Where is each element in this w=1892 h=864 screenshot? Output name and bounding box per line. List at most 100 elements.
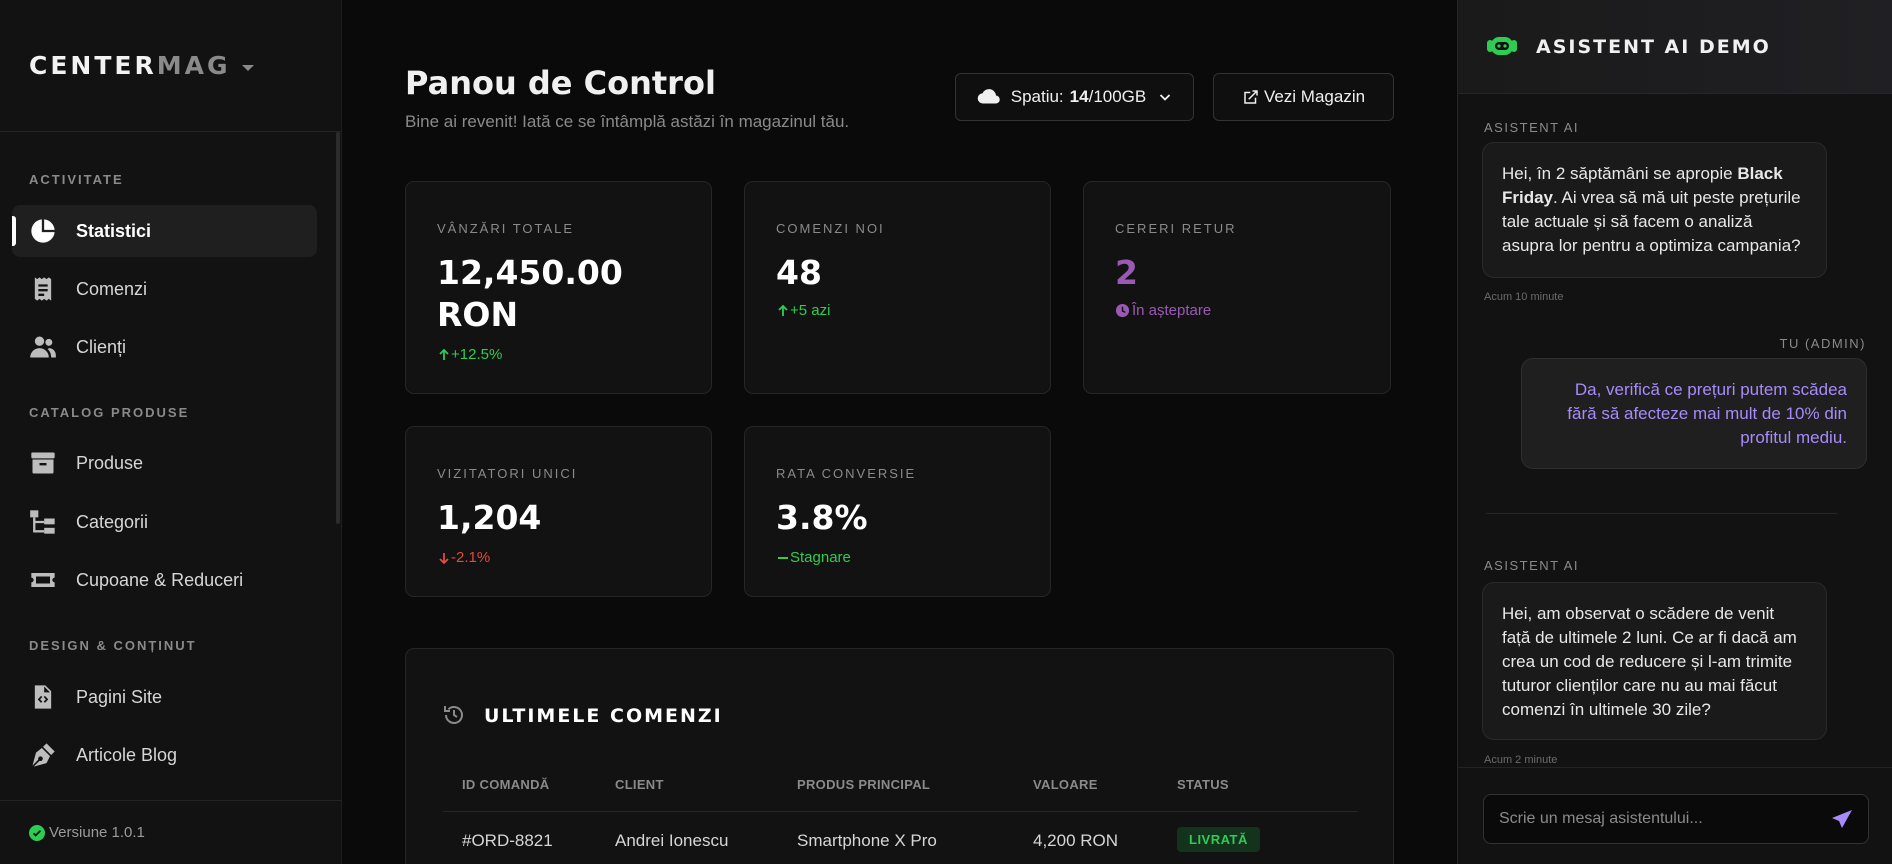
status-badge: LIVRATĂ xyxy=(1177,827,1260,852)
sidebar-item-label: Pagini Site xyxy=(76,686,163,707)
stat-trend: -2.1% xyxy=(437,549,490,566)
chevron-down-icon xyxy=(1160,94,1171,101)
cloud-icon xyxy=(977,89,1000,104)
message-sender: ASISTENT AI xyxy=(1484,558,1580,573)
ai-assistant-panel: ASISTENT AI DEMO ASISTENT AI Hei, în 2 s… xyxy=(1457,0,1892,864)
stat-card-conversion-rate: RATA CONVERSIE 3.8% Stagnare xyxy=(744,426,1051,597)
arrow-up-icon xyxy=(778,304,788,316)
page-title: Panou de Control xyxy=(405,64,716,102)
stat-value: 48 xyxy=(776,253,822,292)
stat-value: 12,450.00 RON xyxy=(437,253,623,334)
stat-card-total-sales: VÂNZĂRI TOTALE 12,450.00 RON +12.5% xyxy=(405,181,712,394)
arrow-up-icon xyxy=(439,348,449,360)
logo: CENTERMAG xyxy=(29,51,231,80)
order-product: Smartphone X Pro xyxy=(797,831,937,850)
message-timestamp: Acum 10 minute xyxy=(1484,291,1564,303)
sidebar-item-categories[interactable]: Categorii xyxy=(12,496,317,548)
section-label-design: DESIGN & CONȚINUT xyxy=(29,638,197,653)
chevron-down-icon[interactable] xyxy=(242,64,255,71)
order-client: Andrei Ionescu xyxy=(615,831,729,850)
stat-trend: Stagnare xyxy=(776,549,851,566)
section-label-activity: ACTIVITATE xyxy=(29,172,124,187)
stat-label: VIZITATORI UNICI xyxy=(437,466,578,481)
external-link-icon xyxy=(1244,90,1258,104)
chat-message-input[interactable] xyxy=(1483,794,1869,844)
stat-trend: +12.5% xyxy=(437,346,502,363)
recent-orders-title: ULTIMELE COMENZI xyxy=(484,705,723,727)
sidebar-item-label: Comenzi xyxy=(76,278,148,299)
chat-divider xyxy=(1486,513,1837,514)
message-timestamp: Acum 2 minute xyxy=(1484,754,1558,766)
pie-chart-icon xyxy=(31,219,55,243)
order-value: 4,200 RON xyxy=(1033,831,1119,850)
ticket-icon xyxy=(31,573,55,587)
column-header-client[interactable]: CLIENT xyxy=(615,777,664,792)
sidebar-item-blog[interactable]: Articole Blog xyxy=(12,729,317,781)
robot-icon xyxy=(1487,36,1517,55)
sidebar-item-label: Produse xyxy=(76,452,144,473)
sidebar-item-clients[interactable]: Clienți xyxy=(12,321,317,373)
archive-box-icon xyxy=(31,452,55,474)
column-header-value[interactable]: VALOARE xyxy=(1033,777,1098,792)
minus-icon xyxy=(778,556,788,559)
chat-input-area xyxy=(1458,767,1892,864)
sidebar-item-coupons[interactable]: Cupoane & Reduceri xyxy=(12,554,317,606)
user-message: Da, verifică ce prețuri putem scădea făr… xyxy=(1521,358,1867,469)
logo-area[interactable]: CENTERMAG xyxy=(0,0,341,132)
assistant-message: Hei, am observat o scădere de venit față… xyxy=(1482,582,1827,740)
sidebar-item-label: Articole Blog xyxy=(76,744,178,765)
section-label-catalog: CATALOG PRODUSE xyxy=(29,405,190,420)
page-subtitle: Bine ai revenit! Iată ce se întâmplă ast… xyxy=(405,112,850,131)
receipt-icon xyxy=(34,277,52,301)
version-label: Versiune 1.0.1 xyxy=(49,824,145,841)
stat-trend: În așteptare xyxy=(1115,302,1211,319)
check-circle-icon xyxy=(29,824,45,841)
sidebar-item-products[interactable]: Produse xyxy=(12,437,317,489)
main-content: Panou de Control Bine ai revenit! Iată c… xyxy=(342,0,1457,864)
sitemap-icon xyxy=(30,510,55,534)
stat-trend: +5 azi xyxy=(776,302,830,319)
sidebar: CENTERMAG ACTIVITATE Statistici Comenzi … xyxy=(0,0,342,864)
sidebar-item-pages[interactable]: Pagini Site xyxy=(12,671,317,723)
view-store-label: Vezi Magazin xyxy=(1263,87,1366,106)
stat-value: 3.8% xyxy=(776,498,868,537)
code-file-icon xyxy=(34,685,52,709)
pen-nib-icon xyxy=(32,743,55,767)
storage-used: 14 xyxy=(1069,87,1089,106)
sidebar-item-orders[interactable]: Comenzi xyxy=(12,263,317,315)
users-icon xyxy=(30,336,56,358)
assistant-message: Hei, în 2 săptămâni se apropie Black Fri… xyxy=(1482,142,1827,278)
sidebar-item-statistics[interactable]: Statistici xyxy=(12,205,317,257)
history-icon xyxy=(444,706,463,724)
column-header-status[interactable]: STATUS xyxy=(1177,777,1229,792)
column-header-product[interactable]: PRODUS PRINCIPAL xyxy=(797,777,931,792)
message-sender: ASISTENT AI xyxy=(1484,120,1580,135)
sidebar-footer: Versiune 1.0.1 xyxy=(0,800,342,864)
sidebar-item-label: Cupoane & Reduceri xyxy=(76,569,244,590)
chat-header: ASISTENT AI DEMO xyxy=(1458,0,1892,94)
chat-title: ASISTENT AI DEMO xyxy=(1536,35,1771,58)
storage-button[interactable]: Spatiu: 14 /100GB xyxy=(955,73,1194,121)
stat-card-new-orders: COMENZI NOI 48 +5 azi xyxy=(744,181,1051,394)
storage-label: Spatiu: xyxy=(1010,87,1064,106)
stat-label: VÂNZĂRI TOTALE xyxy=(437,221,575,236)
clock-icon xyxy=(1115,303,1130,318)
stat-value: 1,204 xyxy=(437,498,542,537)
stat-label: CERERI RETUR xyxy=(1115,221,1237,236)
send-icon[interactable] xyxy=(1830,808,1854,832)
stat-card-return-requests: CERERI RETUR 2 În așteptare xyxy=(1083,181,1391,394)
sidebar-scrollbar[interactable] xyxy=(336,132,340,524)
table-divider xyxy=(443,811,1358,812)
sidebar-item-label: Categorii xyxy=(76,511,149,532)
message-sender: TU (ADMIN) xyxy=(1779,336,1866,351)
sidebar-item-label: Clienți xyxy=(76,336,127,357)
sidebar-item-label: Statistici xyxy=(76,220,152,241)
stat-label: COMENZI NOI xyxy=(776,221,885,236)
stat-card-unique-visitors: VIZITATORI UNICI 1,204 -2.1% xyxy=(405,426,712,597)
view-store-button[interactable]: Vezi Magazin xyxy=(1213,73,1394,121)
column-header-id[interactable]: ID COMANDĂ xyxy=(462,777,550,792)
stat-value: 2 xyxy=(1115,253,1138,292)
order-id[interactable]: #ORD-8821 xyxy=(462,831,553,850)
storage-total: /100GB xyxy=(1088,87,1147,106)
recent-orders-panel: ULTIMELE COMENZI ID COMANDĂ CLIENT PRODU… xyxy=(405,648,1394,864)
